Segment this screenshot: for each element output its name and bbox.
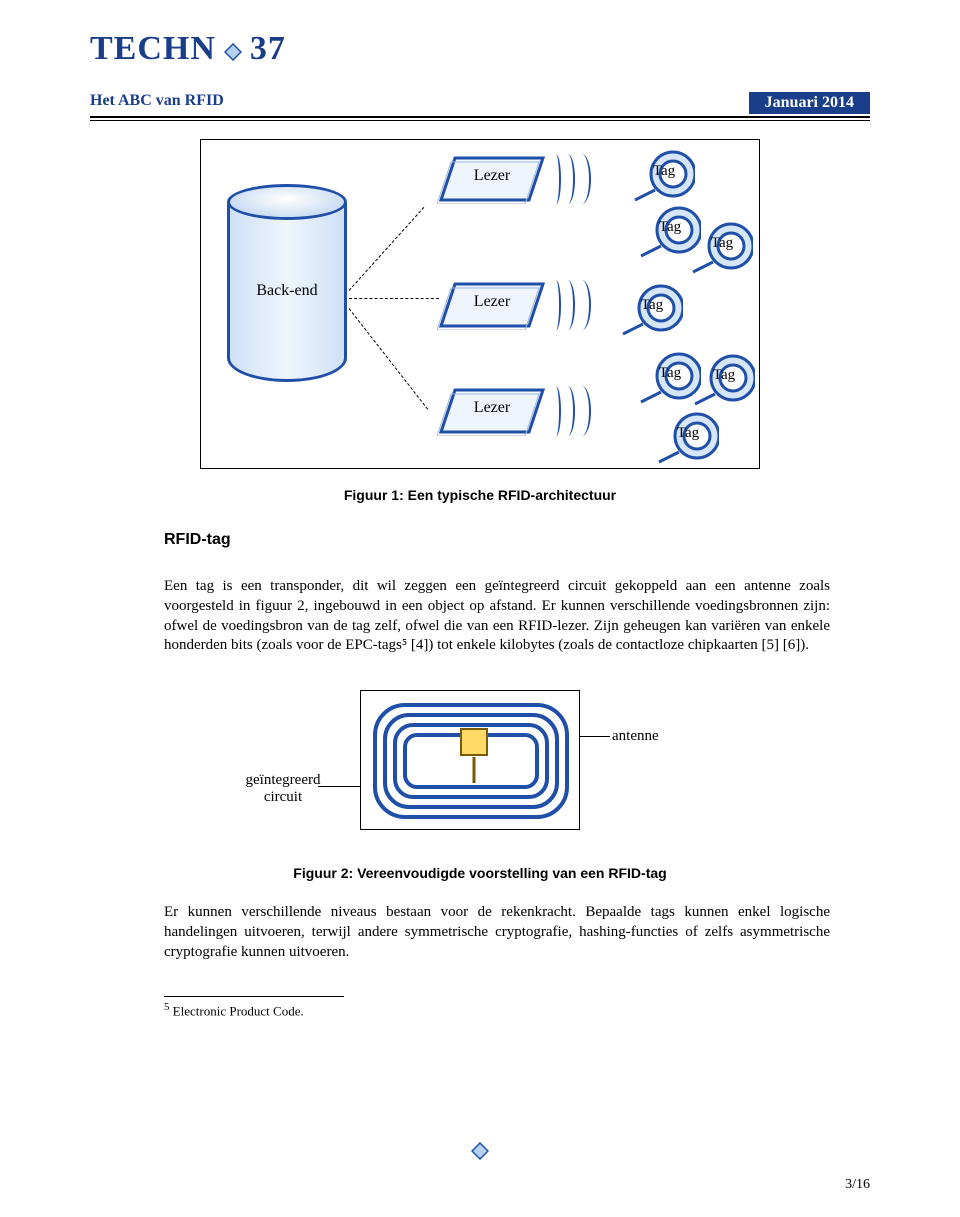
footnote-rule [164,996,344,997]
fig2-circuit-label: geïntegreerdcircuit [228,772,338,806]
footer-diamond-icon [471,1142,489,1165]
page-number: 3/16 [845,1177,870,1193]
tag-label: Tag [693,367,755,384]
rfid-tag-icon: Tag [621,280,683,336]
reader-icon: Lezer [437,386,547,436]
signal-wave-icon [551,154,587,204]
page: TECHN 37 Het ABC van RFID Januari 2014 B… [0,0,960,1217]
paragraph-2: Er kunnen verschillende niveaus bestaan … [164,903,830,962]
rfid-tag-icon: Tag [691,218,753,274]
rfid-tag-icon: Tag [633,146,695,202]
tag-label: Tag [691,235,753,252]
brand-left: TECHN [90,30,216,68]
reader-label: Lezer [437,293,547,311]
reader-label: Lezer [437,167,547,185]
diamond-icon [224,32,242,50]
signal-wave-icon [551,386,587,436]
dash-connector [349,308,429,409]
figure-2: geïntegreerdcircuit antenne [200,680,760,850]
reader-icon: Lezer [437,280,547,330]
section-heading: RFID-tag [164,531,870,549]
signal-wave-icon [551,280,587,330]
doc-date: Januari 2014 [749,92,870,114]
rfid-tag-icon: Tag [639,348,701,404]
reader-label: Lezer [437,399,547,417]
dash-connector [349,207,425,291]
rfid-tag-icon: Tag [693,350,755,406]
tag-label: Tag [657,425,719,442]
tag-coil-icon [361,691,581,831]
doc-title: Het ABC van RFID [90,92,224,114]
figure-1: Back-end Lezer Lezer Lezer Tag Tag Tag T… [200,139,760,469]
tag-label: Tag [639,365,701,382]
header-bar: Het ABC van RFID Januari 2014 [90,92,870,114]
rfid-tag-icon: Tag [657,408,719,464]
reader-icon: Lezer [437,154,547,204]
paragraph-1: Een tag is een transponder, dit wil zegg… [164,577,830,656]
figure-2-caption: Figuur 2: Vereenvoudigde voorstelling va… [90,864,870,883]
fig2-antenna-label: antenne [612,728,659,745]
rule-thin [90,120,870,121]
tag-label: Tag [621,297,683,314]
masthead: TECHN 37 [90,30,870,68]
footnote-text: Electronic Product Code. [173,1004,304,1019]
footnote-marker: 5 [164,1001,169,1013]
dash-connector [349,298,439,299]
backend-label: Back-end [231,282,343,300]
rule-thick [90,116,870,118]
figure-1-caption: Figuur 1: Een typische RFID-architectuur [90,487,870,503]
footnote: 5 Electronic Product Code. [164,1001,870,1019]
tag-label: Tag [633,163,695,180]
brand-right: 37 [250,30,286,68]
fig2-tag-diagram [360,690,580,830]
